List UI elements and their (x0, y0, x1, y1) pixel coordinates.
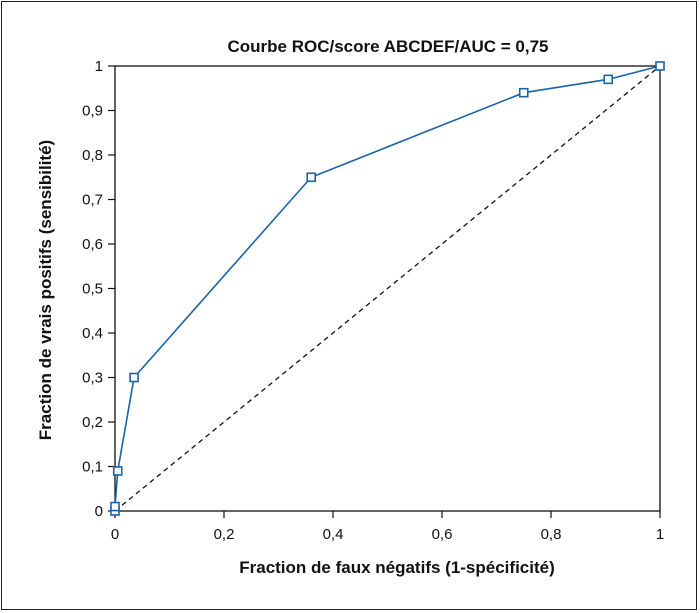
roc-markers (110, 61, 665, 516)
x-tick-label: 0,4 (323, 526, 344, 543)
roc-point (306, 172, 317, 183)
roc-point (129, 372, 139, 383)
y-tick-label: 0,9 (82, 103, 103, 120)
x-tick-label: 1 (656, 526, 664, 543)
x-tick-label: 0,2 (214, 526, 235, 543)
y-tick-label: 0,4 (82, 325, 103, 342)
reference-diagonal (114, 65, 661, 512)
y-tick-label: 0,1 (82, 459, 103, 476)
x-axis: 0 0,2 0,4 0,6 0,8 1 (111, 511, 664, 543)
y-tick-label: 0,7 (82, 192, 103, 209)
roc-point (655, 61, 665, 71)
y-tick-label: 0,3 (82, 370, 103, 387)
x-tick-label: 0,8 (541, 526, 562, 543)
x-tick-label: 0 (111, 526, 119, 543)
y-tick-label: 0,6 (82, 236, 103, 253)
x-axis-label: Fraction de faux négatifs (1-spécificité… (239, 558, 555, 577)
roc-point (603, 74, 614, 85)
roc-point (110, 501, 120, 512)
y-axis: 0 0,1 0,2 0,3 0,4 0,5 0,6 0,7 0,8 0,9 1 (82, 58, 115, 520)
y-tick-label: 0 (95, 503, 103, 520)
y-tick-label: 1 (95, 58, 103, 75)
y-tick-label: 0,2 (82, 414, 103, 431)
y-axis-label: Fraction de vrais positifs (sensibilité) (36, 140, 55, 440)
roc-point (518, 87, 529, 98)
roc-curve-line (114, 65, 661, 511)
roc-point (112, 466, 123, 476)
x-tick-label: 0,6 (432, 526, 453, 543)
chart-title: Courbe ROC/score ABCDEF/AUC = 0,75 (227, 37, 548, 56)
y-tick-label: 0,5 (82, 281, 103, 298)
y-tick-label: 0,8 (82, 147, 103, 164)
